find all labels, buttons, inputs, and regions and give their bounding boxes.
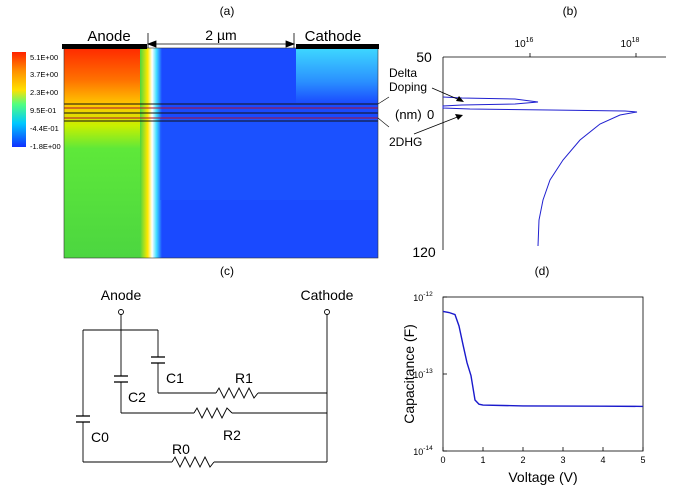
cathode-contact xyxy=(296,44,379,49)
c2-label: C2 xyxy=(128,389,146,405)
circuit-cathode-label: Cathode xyxy=(301,287,354,303)
y-tick-label: 0 xyxy=(427,107,434,122)
y-tick-label: 10-14 xyxy=(413,445,433,457)
colorbar-tick: 9.5E-01 xyxy=(30,106,56,115)
x-tick-label: 4 xyxy=(600,455,605,465)
colorbar-tick: -4.4E-01 xyxy=(30,124,59,133)
colorbar-tick: 5.1E+00 xyxy=(30,53,58,62)
panel-d-label: (d) xyxy=(535,264,550,278)
colorbar-tick: 2.3E+00 xyxy=(30,88,58,97)
x-tick-label: 3 xyxy=(560,455,565,465)
y-axis-label: Capacitance (F) xyxy=(401,324,417,424)
y-unit: (nm) xyxy=(395,107,422,122)
cathode-label: Cathode xyxy=(305,28,362,45)
panel-c: (c) Anode Cathode xyxy=(76,264,354,469)
panel-b: (b) 1016 1018 50 0 (nm) 120 Delta Doping… xyxy=(377,4,666,260)
y-tick-label: 50 xyxy=(416,49,432,65)
capacitor-plates xyxy=(76,356,165,423)
x-tick-label: 1 xyxy=(480,455,485,465)
panel-a-label: (a) xyxy=(220,4,235,18)
colorbar xyxy=(12,52,26,147)
doping-label: Doping xyxy=(389,80,427,94)
circuit-wires xyxy=(82,309,330,463)
panel-b-label: (b) xyxy=(563,4,578,18)
y-tick-label: 10-12 xyxy=(413,291,433,303)
r2-label: R2 xyxy=(223,427,241,443)
c1-label: C1 xyxy=(166,370,184,386)
x-tick-label: 5 xyxy=(640,455,645,465)
circuit-anode-label: Anode xyxy=(101,287,142,303)
device-map xyxy=(63,47,379,259)
x-axis-label: Voltage (V) xyxy=(508,469,577,485)
component-labels: C1 C2 C0 R1 R2 R0 xyxy=(91,370,253,457)
panel-d: (d) 0 1 2 3 4 5 10-12 10-13 10-14 Voltage (V) C… xyxy=(401,264,646,485)
r0-label: R0 xyxy=(172,441,190,457)
colorbar-tick: -1.8E+00 xyxy=(30,142,61,151)
capacitance-voltage-line xyxy=(442,310,644,408)
panel-c-label: (c) xyxy=(220,264,234,278)
anode-label: Anode xyxy=(87,28,130,45)
delta-label: Delta xyxy=(389,66,417,80)
colorbar-ticks: 5.1E+00 3.7E+00 2.3E+00 9.5E-01 -4.4E-01… xyxy=(30,53,61,151)
r1-label: R1 xyxy=(235,370,253,386)
panel-a: (a) 5.1E+00 3.7E+00 2.3E+00 9.5E-01 -4.4… xyxy=(12,4,379,259)
x-tick-label: 1016 xyxy=(515,37,534,50)
plot-frame xyxy=(442,296,644,452)
y-tick-label: 10-13 xyxy=(413,368,433,380)
x-tick-label: 2 xyxy=(520,455,525,465)
y-ticks: 10-12 10-13 10-14 xyxy=(413,291,447,457)
anode-contact xyxy=(62,44,147,49)
2dhg-label: 2DHG xyxy=(389,135,422,149)
c0-label: C0 xyxy=(91,429,109,445)
colorbar-tick: 3.7E+00 xyxy=(30,70,58,79)
x-tick-label: 1018 xyxy=(621,37,640,50)
doping-profile-curve xyxy=(442,96,638,247)
dimension-arrow xyxy=(146,33,296,48)
x-ticks: 0 1 2 3 4 5 xyxy=(440,447,646,465)
width-label: 2 µm xyxy=(205,27,236,43)
x-tick-label: 0 xyxy=(440,455,445,465)
y-tick-label: 120 xyxy=(412,244,436,260)
resistors xyxy=(171,386,259,469)
